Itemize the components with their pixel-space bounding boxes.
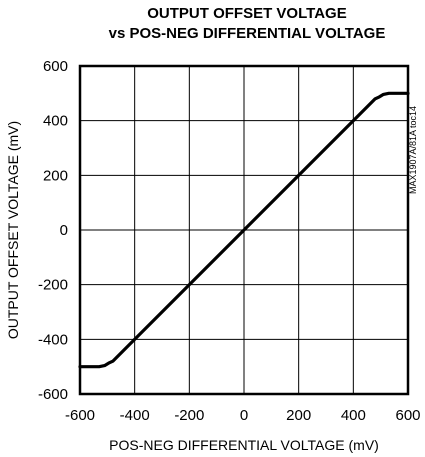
grid xyxy=(80,66,408,394)
chart-subtitle: vs POS-NEG DIFFERENTIAL VOLTAGE xyxy=(109,25,386,42)
y-tick-label-0: 600 xyxy=(43,58,68,75)
x-axis-label: POS-NEG DIFFERENTIAL VOLTAGE (mV) xyxy=(109,437,379,453)
y-tick-label-1: 400 xyxy=(43,113,68,130)
y-tick-label-4: -200 xyxy=(38,277,68,294)
x-tick-label-1: -400 xyxy=(120,407,150,424)
x-tick-label-3: 0 xyxy=(240,407,248,424)
y-tick-label-2: 200 xyxy=(43,167,68,184)
x-tick-label-6: 600 xyxy=(395,407,420,424)
series-group xyxy=(78,91,410,369)
x-tick-labels: -600 -400 -200 0 200 400 600 xyxy=(65,407,421,424)
x-tick-label-0: -600 xyxy=(65,407,95,424)
figure-code: MAX1907A/81A toc14 xyxy=(408,106,418,194)
x-tick-label-4: 200 xyxy=(286,407,311,424)
x-tick-label-5: 400 xyxy=(341,407,366,424)
y-tick-label-5: -400 xyxy=(38,331,68,348)
series-line-0 xyxy=(78,91,410,369)
y-tick-label-3: 0 xyxy=(60,222,68,239)
x-tick-label-2: -200 xyxy=(174,407,204,424)
y-tick-label-6: -600 xyxy=(38,386,68,403)
plot-frame xyxy=(78,64,410,396)
y-tick-labels: 600 400 200 0 -200 -400 -600 xyxy=(38,58,68,403)
chart-title: OUTPUT OFFSET VOLTAGE xyxy=(147,5,346,22)
y-axis-label: OUTPUT OFFSET VOLTAGE (mV) xyxy=(5,121,21,339)
